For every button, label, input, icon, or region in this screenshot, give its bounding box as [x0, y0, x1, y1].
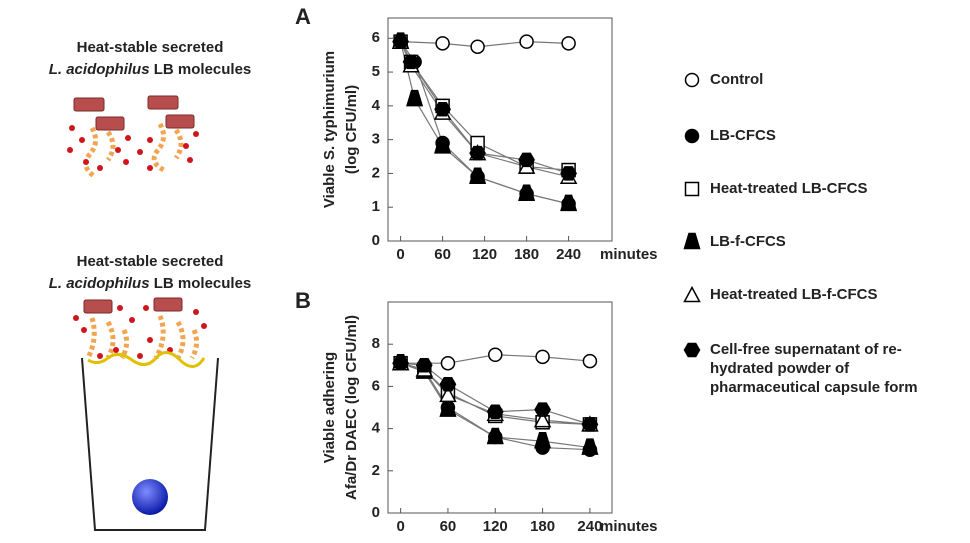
- marker: [683, 232, 701, 250]
- y-tick-label: 2: [372, 164, 380, 181]
- y-tick-label: 2: [372, 462, 380, 479]
- x-tick-label: 180: [514, 246, 539, 263]
- y-tick-label: 4: [372, 420, 381, 437]
- plot-frame: [387, 17, 613, 242]
- y-tick-label: 0: [372, 504, 380, 521]
- marker: [560, 166, 577, 181]
- legend-marker: [684, 128, 700, 144]
- illustration-subtitle: L. acidophilus LB molecules: [49, 61, 252, 78]
- y-axis-label: Afa/Dr DAEC (log CFU/ml): [343, 315, 360, 500]
- y-tick-label: 8: [372, 335, 380, 352]
- legend-label: Heat-treated LB-CFCS: [710, 180, 868, 197]
- y-tick-label: 1: [372, 198, 380, 215]
- marker: [518, 184, 536, 201]
- legend-entry: LB-f-CFCS: [682, 232, 960, 252]
- marker: [560, 194, 578, 212]
- y-tick-label: 6: [372, 377, 380, 394]
- y-tick-label: 6: [372, 29, 380, 46]
- x-tick-label: 60: [434, 246, 451, 263]
- marker: [581, 438, 599, 455]
- marker: [434, 101, 451, 117]
- marker: [392, 34, 409, 49]
- x-axis-label: minutes: [600, 246, 658, 263]
- x-tick-label: 60: [440, 518, 457, 535]
- x-tick-label: 240: [577, 518, 602, 535]
- marker: [582, 353, 598, 369]
- y-tick-label: 3: [372, 131, 380, 148]
- illustration-title: Heat-stable secreted: [77, 39, 224, 56]
- marker: [534, 402, 551, 417]
- marker: [561, 36, 576, 51]
- legend-label: LB-f-CFCS: [710, 233, 786, 250]
- y-axis-label: (log CFU/ml): [343, 85, 360, 174]
- illustration-title: Heat-stable secreted: [77, 253, 224, 270]
- marker: [435, 36, 450, 51]
- marker: [535, 349, 550, 365]
- x-tick-label: 120: [472, 246, 497, 263]
- marker: [534, 432, 552, 449]
- x-axis-label: minutes: [600, 518, 658, 535]
- legend-entry: Cell-free supernatant of re-hydrated pow…: [682, 340, 960, 397]
- legend-entry: Heat-treated LB-CFCS: [682, 179, 960, 199]
- marker: [434, 137, 452, 154]
- legend-label: LB-CFCS: [710, 127, 776, 144]
- marker: [519, 34, 534, 49]
- marker: [684, 128, 700, 144]
- marker: [486, 427, 504, 445]
- x-tick-label: 0: [396, 246, 404, 263]
- marker: [486, 404, 504, 419]
- marker: [488, 347, 503, 362]
- panel-label: B: [295, 288, 311, 313]
- marker: [518, 152, 535, 168]
- marker: [469, 145, 486, 161]
- marker: [533, 411, 552, 428]
- marker: [469, 167, 487, 185]
- marker: [415, 358, 433, 373]
- legend-label: Cell-free supernatant of re-hydrated pow…: [710, 341, 918, 396]
- y-tick-label: 5: [372, 63, 380, 80]
- marker: [402, 54, 420, 70]
- x-tick-label: 120: [483, 518, 508, 535]
- legend-marker: [683, 285, 701, 303]
- marker: [684, 72, 700, 88]
- marker: [406, 89, 424, 107]
- legend-marker: [684, 181, 700, 197]
- y-tick-label: 4: [372, 97, 381, 114]
- legend-marker: [683, 232, 701, 250]
- illustration-bottom: Heat-stable secreted L. acidophilus LB m…: [49, 253, 252, 531]
- legend-marker: [684, 72, 700, 88]
- marker: [581, 417, 599, 432]
- legend-label: Heat-treated LB-f-CFCS: [710, 286, 878, 303]
- x-tick-label: 240: [556, 246, 581, 263]
- marker: [684, 181, 700, 197]
- legend-entry: LB-CFCS: [682, 126, 960, 146]
- illustration-subtitle: L. acidophilus LB molecules: [49, 275, 252, 292]
- marker: [683, 342, 701, 358]
- y-tick-label: 0: [372, 232, 380, 249]
- legend-label: Control: [710, 71, 764, 88]
- y-axis-label: Viable adhering: [321, 352, 338, 463]
- x-tick-label: 0: [396, 518, 404, 535]
- marker: [439, 377, 457, 392]
- marker: [392, 355, 409, 371]
- legend-entry: Control: [682, 70, 960, 90]
- marker: [440, 355, 456, 371]
- y-axis-label: Viable S. typhimurium: [321, 51, 338, 208]
- marker: [683, 285, 701, 303]
- plot-frame: [387, 301, 613, 514]
- panel-label: A: [295, 4, 311, 29]
- illustration-top: Heat-stable secreted L. acidophilus LB m…: [49, 39, 252, 179]
- series-line: [400, 41, 569, 178]
- legend-entry: Heat-treated LB-f-CFCS: [682, 285, 960, 305]
- x-tick-label: 180: [530, 518, 555, 535]
- marker: [439, 385, 457, 403]
- legend-marker: [683, 342, 701, 358]
- marker: [470, 39, 485, 54]
